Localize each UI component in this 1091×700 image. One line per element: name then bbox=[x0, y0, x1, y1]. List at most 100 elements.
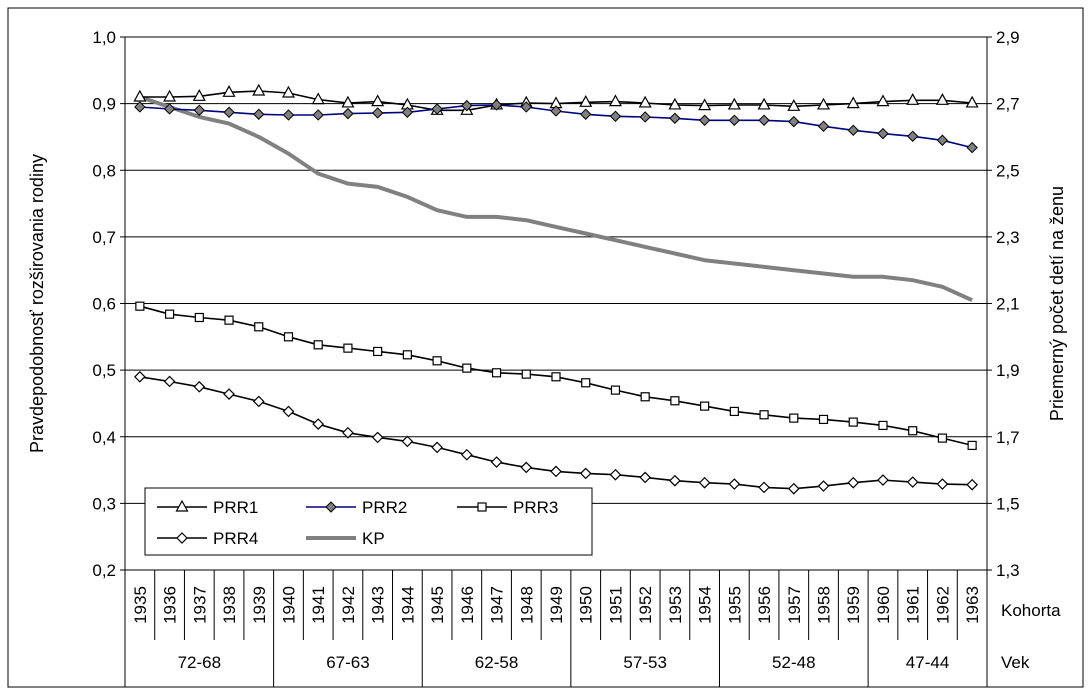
y-tick-label-right: 2,1 bbox=[996, 295, 1020, 314]
data-point-prr3 bbox=[402, 350, 412, 360]
data-point-prr4 bbox=[550, 465, 562, 478]
data-point-prr2 bbox=[312, 109, 324, 121]
y-tick-label-right: 1,7 bbox=[996, 428, 1020, 447]
data-point-prr1 bbox=[876, 94, 890, 107]
series-line-kp bbox=[139, 95, 973, 303]
data-point-prr2 bbox=[728, 114, 741, 126]
data-point-prr1 bbox=[281, 85, 295, 98]
data-point-prr1 bbox=[222, 85, 236, 97]
legend-swatch-marker bbox=[325, 501, 337, 513]
legend-item-kp: KP bbox=[306, 529, 385, 548]
x-tick-label: 1960 bbox=[874, 586, 893, 624]
data-point-prr2 bbox=[698, 114, 711, 126]
x-tick-label: 1962 bbox=[933, 586, 952, 624]
x-tick-label: 1940 bbox=[279, 586, 298, 624]
legend-label: KP bbox=[362, 529, 385, 548]
legend-item-prr1: PRR1 bbox=[157, 498, 258, 517]
data-point-prr3 bbox=[462, 363, 472, 373]
data-point-prr4 bbox=[223, 388, 235, 400]
data-point-prr4 bbox=[579, 467, 592, 480]
x-tick-label: 1942 bbox=[339, 586, 358, 624]
data-point-prr3 bbox=[491, 368, 502, 378]
y-tick-label-left: 0,4 bbox=[92, 428, 116, 447]
y-tick-label-left: 0,5 bbox=[92, 361, 116, 380]
series-kp bbox=[139, 95, 973, 303]
data-point-prr2 bbox=[193, 104, 206, 116]
data-point-prr3 bbox=[967, 440, 977, 451]
data-point-prr3 bbox=[937, 433, 948, 443]
y-tick-label-left: 0,6 bbox=[92, 295, 116, 314]
data-point-prr4 bbox=[609, 468, 622, 481]
data-point-prr1 bbox=[311, 92, 325, 105]
data-point-prr4 bbox=[847, 476, 860, 489]
y-tick-label-left: 0,3 bbox=[92, 494, 116, 513]
age-group-label: 47-44 bbox=[906, 653, 949, 672]
y-tick-label-left: 0,9 bbox=[92, 95, 116, 114]
data-point-prr3 bbox=[551, 372, 561, 382]
data-point-prr2 bbox=[847, 124, 859, 136]
data-point-prr3 bbox=[521, 369, 531, 379]
data-point-prr4 bbox=[639, 471, 652, 484]
data-point-prr3 bbox=[194, 312, 204, 323]
y-tick-label-right: 2,3 bbox=[996, 228, 1020, 247]
data-point-prr4 bbox=[877, 474, 889, 486]
legend-swatch-marker bbox=[477, 502, 487, 512]
age-axis-title-vek: Vek bbox=[1001, 653, 1030, 672]
legend-label: PRR3 bbox=[513, 498, 558, 517]
data-point-prr3 bbox=[759, 410, 769, 420]
legend-swatch-marker bbox=[176, 532, 188, 544]
data-point-prr4 bbox=[431, 441, 443, 454]
x-tick-label: 1954 bbox=[696, 586, 715, 624]
data-point-prr2 bbox=[163, 103, 176, 115]
data-point-prr3 bbox=[581, 378, 591, 388]
x-tick-label: 1941 bbox=[309, 586, 328, 624]
data-point-prr1 bbox=[163, 89, 177, 102]
data-point-prr2 bbox=[609, 110, 622, 122]
data-point-prr1 bbox=[846, 96, 860, 109]
data-point-prr3 bbox=[135, 301, 145, 311]
y-axis-title-right: Priemerný počet detí na ženu bbox=[1047, 186, 1067, 421]
data-point-prr1 bbox=[668, 97, 682, 110]
y-axis-title-left: Pravdepodobnosť rozširovania rodiny bbox=[27, 154, 47, 453]
data-point-prr3 bbox=[283, 332, 294, 342]
data-point-prr1 bbox=[698, 98, 712, 111]
x-tick-label: 1935 bbox=[131, 586, 150, 624]
x-tick-label: 1938 bbox=[220, 586, 239, 624]
data-point-prr3 bbox=[313, 340, 323, 350]
data-point-prr4 bbox=[936, 478, 949, 490]
legend-item-prr4: PRR4 bbox=[157, 529, 258, 548]
x-tick-label: 1944 bbox=[398, 586, 417, 624]
data-point-prr2 bbox=[253, 108, 265, 120]
data-point-prr2 bbox=[966, 141, 978, 154]
data-point-prr1 bbox=[757, 97, 771, 110]
data-point-prr3 bbox=[640, 392, 650, 402]
legend-label: PRR2 bbox=[362, 498, 407, 517]
data-point-prr4 bbox=[342, 426, 354, 439]
data-point-prr2 bbox=[371, 107, 384, 119]
age-group-label: 62-58 bbox=[475, 653, 518, 672]
data-point-prr3 bbox=[700, 401, 710, 411]
data-point-prr1 bbox=[817, 97, 831, 110]
data-point-prr1 bbox=[965, 95, 979, 108]
data-point-prr1 bbox=[787, 99, 801, 111]
data-point-prr2 bbox=[461, 99, 473, 112]
x-tick-label: 1953 bbox=[666, 586, 685, 624]
data-point-prr2 bbox=[758, 114, 770, 126]
series-layer bbox=[133, 83, 979, 495]
data-point-prr4 bbox=[252, 395, 265, 408]
x-tick-label: 1945 bbox=[428, 586, 447, 624]
data-point-prr4 bbox=[698, 476, 711, 489]
data-point-prr2 bbox=[431, 103, 443, 115]
y-tick-label-right: 1,3 bbox=[996, 561, 1020, 580]
data-point-prr1 bbox=[608, 94, 622, 107]
data-point-prr2 bbox=[936, 134, 949, 146]
y-tick-label-right: 2,9 bbox=[996, 28, 1020, 47]
data-point-prr4 bbox=[282, 405, 295, 418]
data-point-prr4 bbox=[490, 456, 503, 468]
data-point-prr2 bbox=[401, 106, 414, 118]
data-point-prr2 bbox=[223, 106, 235, 118]
data-point-prr3 bbox=[432, 356, 442, 366]
data-point-prr1 bbox=[906, 93, 920, 105]
data-point-prr3 bbox=[848, 417, 858, 427]
